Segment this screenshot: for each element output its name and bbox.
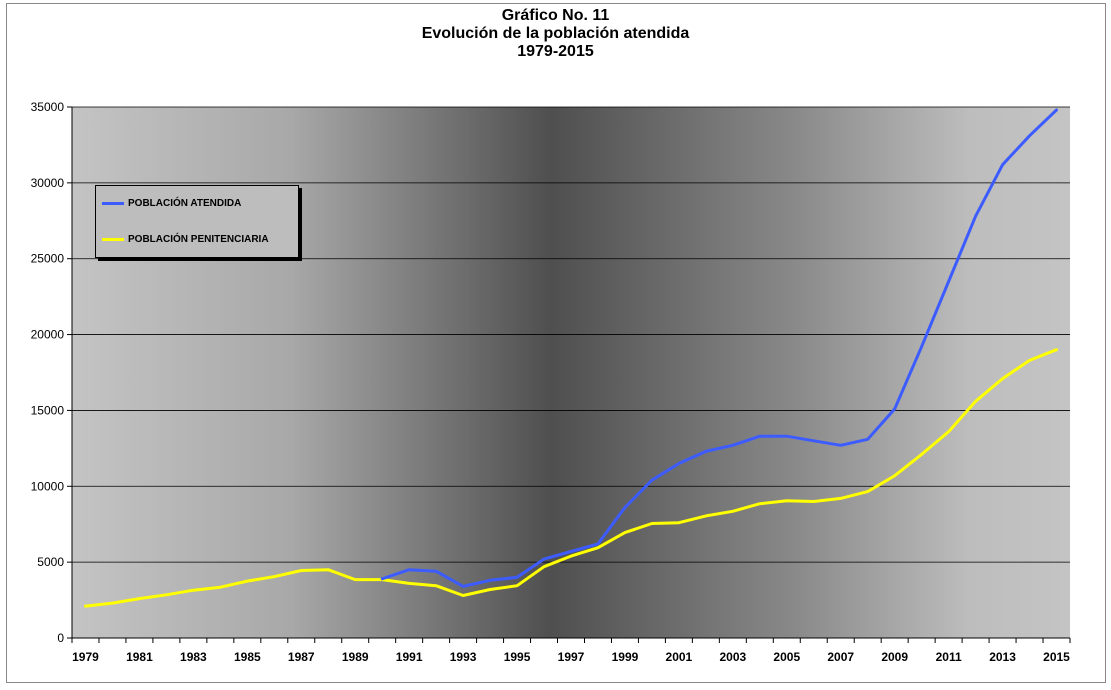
legend-label-atendida: POBLACIÓN ATENDIDA	[128, 197, 242, 209]
legend-item-atendida: POBLACIÓN ATENDIDA	[102, 196, 241, 210]
chart-title: Gráfico No. 11 Evolución de la población…	[0, 7, 1111, 61]
chart-title-line-2: Evolución de la población atendida	[421, 25, 690, 42]
y-tick-label: 30000	[31, 176, 65, 190]
x-tick-label: 1999	[612, 650, 639, 664]
legend-swatch-atendida	[102, 201, 124, 205]
x-tick-label: 2015	[1043, 650, 1070, 664]
x-tick-label: 1985	[234, 650, 261, 664]
x-tick-label: 1997	[558, 650, 585, 664]
legend-label-penitenciaria: POBLACIÓN PENITENCIARIA	[128, 233, 269, 245]
series-line-penitenciaria	[84, 348, 1058, 608]
legend: POBLACIÓN ATENDIDA POBLACIÓN PENITENCIAR…	[95, 185, 299, 258]
x-tick-label: 1991	[396, 650, 423, 664]
x-tick-label: 1981	[126, 650, 153, 664]
x-tick-label: 2009	[881, 650, 908, 664]
y-tick-label: 5000	[37, 555, 64, 569]
y-tick-label: 20000	[31, 328, 65, 342]
y-tick-label: 25000	[31, 252, 65, 266]
x-tick-label: 2001	[666, 650, 693, 664]
x-tick-label: 1979	[72, 650, 99, 664]
y-tick-label: 15000	[31, 403, 65, 417]
x-tick-label: 2011	[936, 650, 962, 664]
y-tick-label: 0	[57, 631, 64, 645]
legend-item-penitenciaria: POBLACIÓN PENITENCIARIA	[102, 232, 269, 246]
x-tick-label: 1987	[288, 650, 315, 664]
x-tick-label: 1983	[180, 650, 207, 664]
series-line-atendida	[380, 108, 1058, 588]
x-tick-label: 1995	[504, 650, 531, 664]
x-tick-label: 1993	[450, 650, 477, 664]
x-tick-label: 2013	[989, 650, 1016, 664]
x-tick-label: 2005	[773, 650, 800, 664]
x-tick-label: 2007	[827, 650, 854, 664]
y-tick-label: 35000	[31, 100, 65, 114]
y-tick-label: 10000	[31, 479, 65, 493]
chart-title-line-3: 1979-2015	[517, 43, 594, 60]
x-tick-label: 1989	[342, 650, 369, 664]
x-tick-label: 2003	[719, 650, 746, 664]
chart-title-line-1: Gráfico No. 11	[501, 7, 610, 24]
legend-swatch-penitenciaria	[102, 237, 124, 241]
